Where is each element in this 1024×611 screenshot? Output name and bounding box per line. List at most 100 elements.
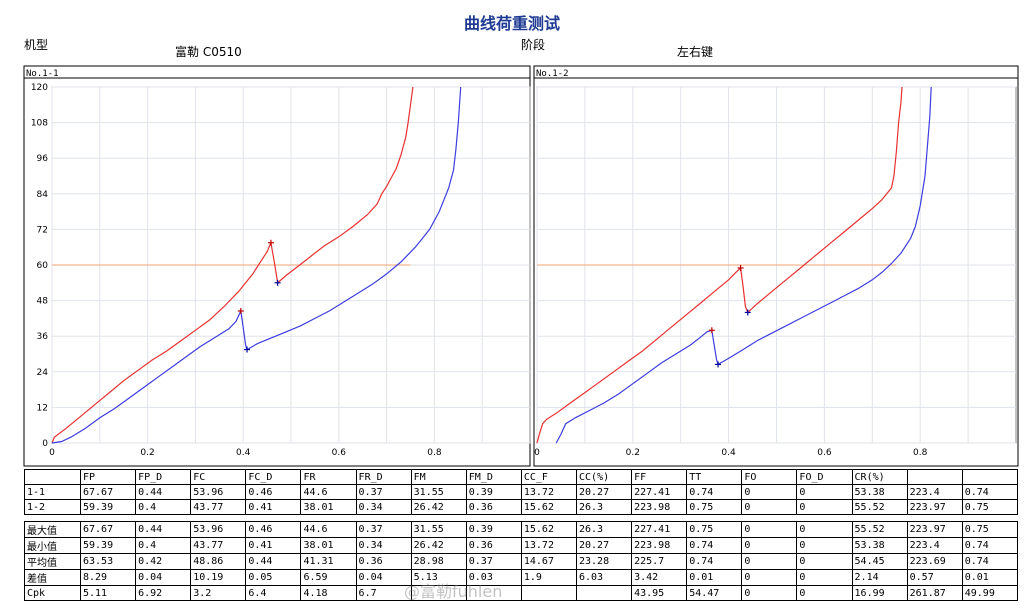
column-header: FR_D (355, 469, 412, 485)
table-cell: 54.45 (851, 553, 908, 570)
table-row: 1-1 67.67 0.44 53.96 0.46 44.6 0.37 31.55 0.39 13… (24, 484, 1019, 500)
table-cell: 0 (796, 537, 853, 554)
table-row: 最小值 59.39 0.4 43.77 0.41 38.01 0.34 26.42 0.36 13… (24, 537, 1019, 554)
table-cell: 223.4 (906, 484, 963, 500)
table-cell: 0.36 (465, 537, 522, 554)
table-cell: Cpk (24, 585, 81, 601)
table-cell: 0.74 (686, 484, 743, 500)
table-cell: 26.42 (410, 499, 467, 515)
table-cell: 44.6 (300, 521, 357, 538)
y-tick-label: 72 (37, 225, 48, 235)
y-tick-label: 12 (37, 403, 48, 413)
table-cell: 0 (741, 484, 798, 500)
table-cell: 26.3 (575, 521, 633, 538)
table-cell: 0.34 (355, 537, 412, 554)
x-tick-label: 0.4 (721, 448, 736, 458)
table-cell: 38.01 (300, 537, 357, 554)
table-cell: 55.52 (851, 499, 908, 515)
column-header: FM_D (465, 469, 522, 485)
table-cell: 13.72 (520, 484, 577, 500)
y-tick-label: 120 (31, 83, 48, 93)
table-cell: 14.67 (520, 553, 577, 570)
model-label: 机型 (24, 38, 49, 52)
table-cell: 16.99 (851, 585, 908, 601)
x-tick-label: 0.2 (626, 448, 640, 458)
table-row: FP FP_D FC FC_D FR FR_D FM FM_D CC_F CC(%) FF TT FO F… (24, 469, 1019, 485)
table-cell: 1-2 (24, 499, 81, 515)
table-cell: 0 (741, 569, 798, 586)
table-row: 1-2 59.39 0.4 43.77 0.41 38.01 0.34 26.42 0.36 15… (24, 499, 1019, 515)
table-cell: 0.37 (355, 484, 412, 500)
table-cell: 20.27 (575, 537, 633, 554)
table-cell: 28.98 (410, 553, 467, 570)
table-cell: 15.62 (520, 499, 577, 515)
table-cell: 6.92 (135, 585, 192, 601)
table-cell: 3.42 (631, 569, 688, 586)
column-header: FC (190, 469, 247, 485)
chart-panel-2: No.1-2 0 0.2 0.4 0.6 0.8 (533, 65, 1019, 467)
table-cell: 最小值 (24, 537, 81, 554)
peak-marker (715, 361, 722, 368)
x-tick-label: 0.4 (236, 448, 251, 458)
table-cell: 0.04 (355, 569, 412, 586)
table-cell: 0.36 (465, 499, 522, 515)
table-cell: 0.4 (135, 499, 192, 515)
y-tick-label: 84 (37, 190, 49, 200)
peak-marker (244, 346, 251, 353)
table-cell: 223.97 (906, 499, 963, 515)
y-tick-label: 0 (42, 439, 48, 449)
x-tick-label: 0.6 (332, 448, 347, 458)
column-header: FR (300, 469, 357, 485)
table-cell: 1-1 (24, 484, 81, 500)
table-cell: 0 (741, 521, 798, 538)
table-cell: 6.7 (355, 585, 412, 601)
table-cell: 223.98 (631, 537, 688, 554)
table-cell: 平均值 (24, 553, 81, 570)
column-header: FP (79, 469, 137, 485)
chart-panel-1: No.1-1 0 12 24 36 48 60 72 84 96 108 120 0 0.2 0.4 0.6 0… (23, 65, 531, 467)
table-cell: 10.19 (190, 569, 247, 586)
y-tick-label: 24 (37, 368, 49, 378)
table-cell: 0 (741, 553, 798, 570)
table-cell: 0.39 (465, 484, 522, 500)
table-cell: 0 (741, 585, 798, 601)
table-cell: 0.05 (245, 569, 302, 586)
column-header (961, 469, 1019, 485)
table-cell: 0.36 (355, 553, 412, 570)
table-cell: 0.41 (245, 537, 302, 554)
table-cell: 0.39 (465, 521, 522, 538)
table-cell: 15.62 (520, 521, 577, 538)
panel-label: No.1-1 (26, 69, 59, 79)
table-cell: 8.29 (79, 569, 137, 586)
x-tick-label: 0.2 (140, 448, 154, 458)
column-header: CR(%) (851, 469, 908, 485)
table-cell: 223.97 (906, 521, 963, 538)
watermark: @富勒fuhlen (404, 582, 503, 601)
table-cell: 227.41 (631, 484, 688, 500)
table-cell: 2.14 (851, 569, 908, 586)
table-cell: 223.98 (631, 499, 688, 515)
column-header: FF (631, 469, 688, 485)
table-cell: 差值 (24, 569, 81, 586)
table-cell: 0.74 (686, 537, 743, 554)
table-cell: 0 (796, 585, 853, 601)
table-cell: 43.77 (190, 537, 247, 554)
column-header: FP_D (135, 469, 192, 485)
table-cell: 26.3 (575, 499, 633, 515)
y-tick-label: 48 (37, 297, 49, 307)
table-cell: 4.18 (300, 585, 357, 601)
table-cell: 67.67 (79, 484, 137, 500)
table-cell: 48.86 (190, 553, 247, 570)
peak-marker (737, 264, 744, 271)
table-cell: 0.04 (135, 569, 192, 586)
table-cell: 6.4 (245, 585, 302, 601)
table-cell: 0 (741, 537, 798, 554)
table-cell: 31.55 (410, 484, 467, 500)
y-tick-label: 36 (37, 332, 49, 342)
table-cell: 53.38 (851, 484, 908, 500)
x-tick-label: 0.6 (817, 448, 832, 458)
table-cell (575, 585, 633, 601)
series-line-1 (536, 86, 903, 444)
table-cell: 63.53 (79, 553, 137, 570)
